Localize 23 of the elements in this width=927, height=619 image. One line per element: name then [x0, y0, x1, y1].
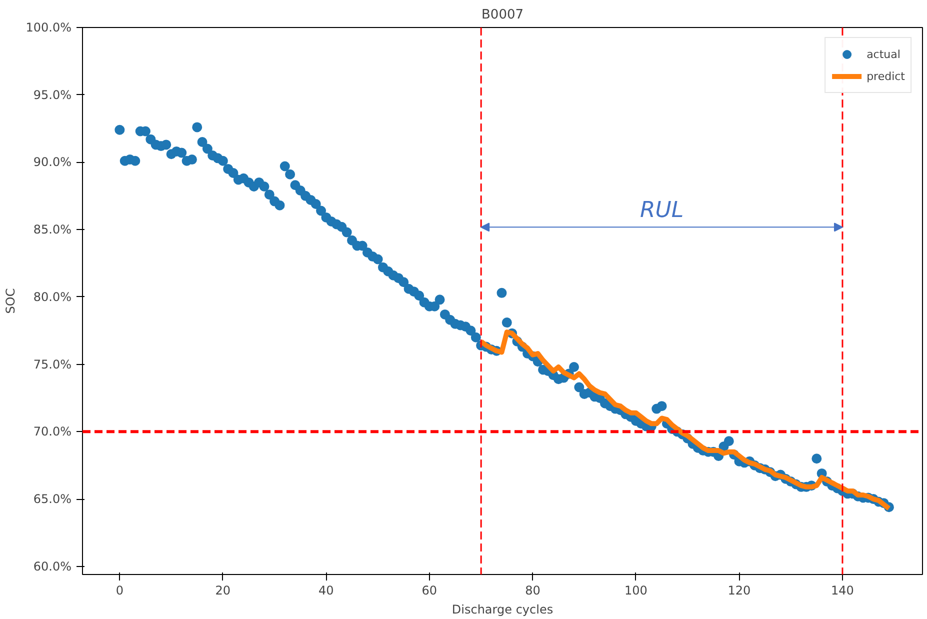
y-axis-title: SOC: [4, 288, 18, 314]
chart-title: B0007: [482, 8, 524, 22]
x-tick-label: 20: [215, 584, 231, 598]
y-tick-label: 85.0%: [33, 222, 72, 237]
legend-label: predict: [866, 70, 905, 82]
y-tick-label: 75.0%: [33, 357, 72, 372]
y-tick-label: 60.0%: [33, 559, 72, 574]
x-axis-title: Discharge cycles: [452, 602, 554, 616]
legend-label: actual: [866, 48, 900, 60]
x-tick-label: 40: [318, 584, 334, 598]
annotation: RUL: [640, 198, 684, 224]
y-tick-label: 90.0%: [33, 155, 72, 170]
x-tick-label: 60: [422, 584, 438, 598]
x-tick-label: 80: [525, 584, 540, 598]
y-tick-label: 95.0%: [33, 88, 72, 102]
x-tick-label: 120: [728, 584, 751, 598]
x-tick-label: 100: [624, 584, 648, 598]
y-tick-label: 70.0%: [33, 424, 72, 439]
y-tick-label: 100.0%: [26, 20, 72, 34]
x-tick-label: 0: [116, 584, 124, 598]
x-tick-label: 140: [831, 584, 854, 598]
y-tick-label: 65.0%: [33, 492, 72, 506]
y-tick-label: 80.0%: [33, 290, 72, 304]
